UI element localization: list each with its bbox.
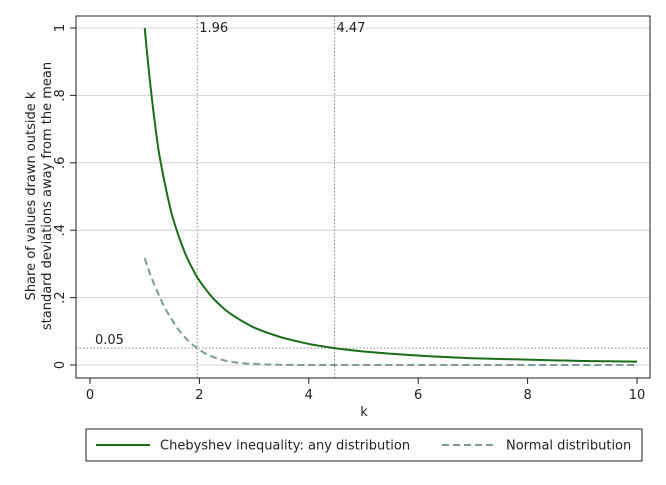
x-tick-label: 4 xyxy=(305,388,313,403)
x-axis-title: k xyxy=(360,405,368,420)
reference-label-y: 0.05 xyxy=(95,333,124,348)
reference-lines: 1.96 4.47 0.05 xyxy=(76,16,650,378)
legend-box xyxy=(85,428,643,462)
y-tick-label: .2 xyxy=(53,291,68,303)
plot-area xyxy=(75,15,651,379)
tick-labels: 0.2.4.6.810 2 4 6 8 10 xyxy=(53,24,645,403)
series-lines xyxy=(143,27,638,366)
legend-label: Normal distribution xyxy=(506,439,631,454)
y-axis-title-line-2: standard deviations away from the mean xyxy=(40,62,55,330)
series-line-chebyshev xyxy=(143,27,638,363)
reference-label-x: 1.96 xyxy=(199,21,228,36)
x-tick-label: 8 xyxy=(523,388,531,403)
x-tick-label: 6 xyxy=(414,388,422,403)
series-line-normal xyxy=(143,257,637,366)
y-tick-label: .4 xyxy=(53,224,68,236)
y-tick-label: .6 xyxy=(53,157,68,169)
legend-label: Chebyshev inequality: any distribution xyxy=(160,439,410,454)
x-tick-label: 10 xyxy=(629,388,646,403)
reference-label-x: 4.47 xyxy=(337,21,366,36)
x-tick-label: 2 xyxy=(195,388,203,403)
y-tick-label: 1 xyxy=(53,24,68,32)
y-tick-label: 0 xyxy=(53,361,68,369)
y-axis-title-line-1: Share of values drawn outside k xyxy=(24,91,39,300)
x-tick-label: 0 xyxy=(86,388,94,403)
legend: Chebyshev inequality: any distribution No… xyxy=(85,428,643,462)
y-tick-label: .8 xyxy=(53,89,68,101)
axes xyxy=(70,15,651,384)
